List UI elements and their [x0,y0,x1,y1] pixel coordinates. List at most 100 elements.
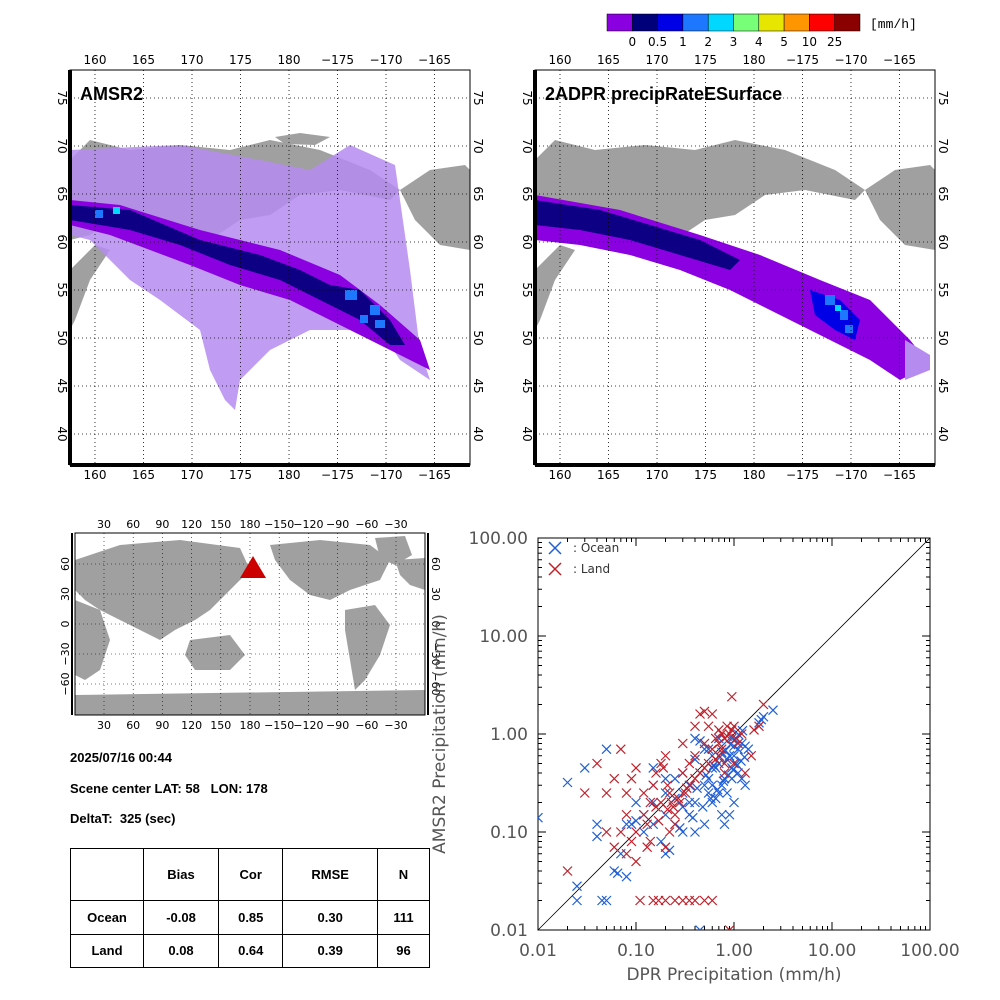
scatter-point [684,758,695,769]
dpr-title: 2ADPR precipRateESurface [545,84,782,104]
scatter-point [699,738,710,749]
lat-tick-label: 45 [520,378,534,393]
scatter-point [703,758,714,769]
scatter-point [724,925,735,930]
x-tick-label: 10.00 [808,941,857,961]
lat-tick-label: 55 [936,282,950,297]
lon-tick-label: 180 [743,468,766,482]
lat-tick-label: −30 [59,642,72,665]
lon-tick-label: −30 [384,719,407,732]
land-antarctica [75,690,425,715]
lon-tick-label: −60 [355,719,378,732]
scatter-point [662,780,673,791]
amsr2-ticks: 160 160 165 165 170 170 175 175 180 180 −175 −175 −1… [55,53,485,482]
lat-tick-label: 40 [55,426,69,441]
scatter-point [710,754,721,765]
stats-header-cor: Cor [218,848,284,901]
lon-tick-label: −175 [786,53,819,67]
lon-tick-label: 160 [549,468,572,482]
amsr2-band [70,200,430,370]
scatter-point [677,738,688,749]
scatter-point [754,721,764,732]
scatter-point [716,729,727,739]
dpr-swath [535,195,930,380]
colorbar: 0 0.5 1 2 3 4 5 10 25 [606,13,861,49]
scatter-point [695,709,705,719]
scatter-point [724,809,735,820]
scatter-point [713,788,724,798]
land-alaska [400,165,470,250]
lat-tick-label: 45 [471,378,485,393]
scatter-point [710,763,721,773]
scatter-point [660,773,671,784]
lon-tick-label: 150 [210,719,231,732]
scatter-point [562,777,573,788]
scatter-point [626,773,637,784]
lon-tick-label: 165 [597,53,620,67]
scatter-point [737,725,748,736]
land-kamchatka [70,245,110,330]
colorbar-label: 2 [704,35,712,49]
colorbar-cell [707,13,734,32]
scatter-point [612,868,623,879]
colorbar-label: 0 [628,35,636,49]
y-tick-label: 0.01 [490,921,528,941]
scatter-point [758,699,769,710]
lat-tick-label: 40 [936,426,950,441]
n-value: 111 [376,900,431,935]
scatter-point [631,797,641,808]
lon-tick-label: −165 [883,53,916,67]
scatter-point [673,793,684,804]
land-africa [75,600,110,680]
scatter-point [707,895,718,906]
scatter-point [609,842,620,853]
lon-tick-label: 175 [694,468,717,482]
scatter-point [719,758,730,769]
dpr-tail [905,340,930,380]
colorbar-cell [783,13,810,32]
dpr-ticks: 160 160 165 165 170 170 175 175 180 180 −175 −175 −1… [520,53,950,482]
scatter-point [731,733,742,744]
amsr2-title: AMSR2 [80,84,143,104]
scatter-point [677,768,688,778]
scatter-point [740,768,751,778]
scatter-point [631,763,641,773]
scatter-point [670,809,680,820]
lon-tick-label: 175 [229,468,252,482]
amsr2-core [70,205,405,345]
scatter-point [690,721,700,732]
colorbar-label: 1 [679,35,687,49]
y-axis-label: AMSR2 Precipitation (mm/h) [430,614,450,854]
scatter-point [562,866,573,876]
scatter-point [722,788,733,798]
scatter-point [631,815,641,826]
land-alaska-b [865,165,935,250]
y-tick-label: 100.00 [469,529,528,549]
colorbar-label: 10 [802,35,817,49]
scatter-point [579,763,590,773]
lon-tick-label: 120 [181,518,202,531]
lon-tick-label: −165 [418,468,451,482]
colorbar-label: 25 [827,35,842,49]
stats-header-row: Bias Cor RMSE N [70,848,431,901]
scatter-point [716,744,727,755]
scatter-point [716,809,727,820]
scatter-point [592,758,602,769]
scatter-point [749,725,759,735]
scatter-point [648,780,659,791]
scene-center-marker-icon [240,556,266,578]
scatter-point [729,750,739,761]
scatter-point [621,819,632,830]
scatter-point [697,802,708,812]
rmse-value: 0.39 [282,933,378,968]
lat-tick-label: 50 [471,330,485,345]
scene-datetime: 2025/07/16 00:44 [70,750,172,765]
lon-tick-label: 160 [84,53,107,67]
scatter-point [703,773,714,784]
scatter-point [662,804,673,815]
lon-tick-label: 180 [278,468,301,482]
legend-label: : Land [573,562,610,576]
y-tick-label: 10.00 [479,627,528,647]
lon-tick-label: 165 [132,53,155,67]
lat-tick-label: 55 [520,282,534,297]
